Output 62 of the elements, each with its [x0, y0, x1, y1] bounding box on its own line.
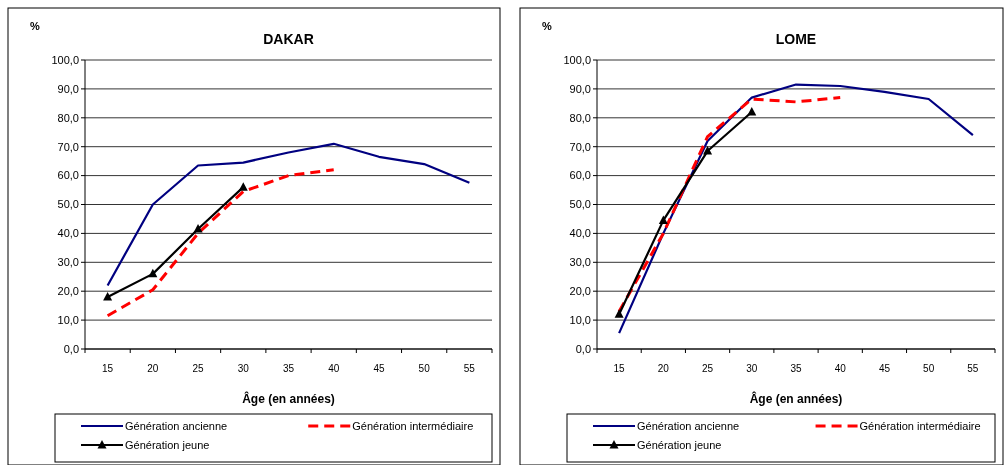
x-tick-label: 45: [373, 363, 385, 374]
line-series: [106, 142, 471, 287]
x-tick-label: 25: [701, 363, 714, 374]
x-tick-label: 40: [328, 363, 340, 374]
y-tick-label: 10,0: [569, 313, 591, 326]
line-series: [618, 83, 974, 335]
point: [747, 107, 757, 116]
y-tick-label: 20,0: [569, 285, 591, 298]
x-tick-label: 50: [418, 363, 431, 374]
x-axis-title: Âge (en années): [242, 391, 335, 406]
line-series: [106, 168, 336, 318]
chart-title: LOME: [775, 31, 817, 47]
legend-label: Génération ancienne: [637, 419, 740, 432]
y-tick-label: 90,0: [57, 82, 79, 95]
legend-label: Génération jeune: [125, 438, 210, 451]
chart-title: DAKAR: [263, 31, 314, 47]
y-tick-label: 0,0: [575, 342, 591, 355]
y-tick-label: 60,0: [57, 169, 79, 182]
x-tick-label: 55: [967, 363, 979, 374]
y-tick-label: 40,0: [57, 227, 79, 240]
x-tick-label: 35: [282, 363, 295, 374]
x-tick-label: 20: [147, 363, 159, 374]
point: [238, 182, 248, 191]
y-tick-label: 80,0: [57, 111, 79, 124]
y-tick-label: 0,0: [63, 342, 79, 355]
y-tick-label: 70,0: [57, 140, 79, 153]
point: [703, 146, 713, 155]
legend-label: Génération intermédiaire: [859, 419, 981, 432]
point: [148, 268, 158, 278]
y-tick-label: 100,0: [563, 53, 591, 66]
legend-label: Génération jeune: [637, 438, 722, 451]
y-axis-title: %: [30, 20, 40, 32]
x-axis-title: Âge (en années): [749, 391, 843, 406]
y-tick-label: 10,0: [57, 313, 79, 326]
y-tick-label: 30,0: [569, 256, 591, 269]
x-tick-label: 35: [790, 363, 802, 374]
y-tick-label: 30,0: [57, 256, 79, 269]
y-tick-label: 60,0: [569, 169, 591, 182]
y-tick-label: 100,0: [51, 53, 79, 66]
point: [658, 215, 668, 224]
x-tick-label: 55: [463, 363, 476, 374]
y-tick-label: 50,0: [57, 198, 79, 211]
y-tick-label: 20,0: [57, 285, 79, 298]
y-tick-label: 80,0: [569, 111, 591, 124]
x-tick-label: 15: [102, 363, 114, 374]
point: [614, 309, 624, 318]
legend-label: Génération intermédiaire: [352, 419, 474, 432]
x-tick-label: 30: [746, 363, 758, 374]
legend-label: Génération ancienne: [125, 419, 228, 432]
x-tick-label: 50: [923, 363, 935, 374]
y-tick-label: 50,0: [569, 198, 591, 211]
y-tick-label: 40,0: [569, 227, 591, 240]
y-tick-label: 90,0: [569, 82, 591, 95]
x-tick-label: 30: [237, 363, 250, 374]
x-tick-label: 15: [613, 363, 626, 374]
x-tick-label: 40: [834, 363, 847, 374]
y-tick-label: 70,0: [569, 140, 591, 153]
x-tick-label: 45: [878, 363, 891, 374]
point: [193, 224, 203, 233]
x-tick-label: 25: [192, 363, 205, 374]
x-tick-label: 20: [657, 363, 670, 374]
y-axis-title: %: [542, 20, 552, 32]
